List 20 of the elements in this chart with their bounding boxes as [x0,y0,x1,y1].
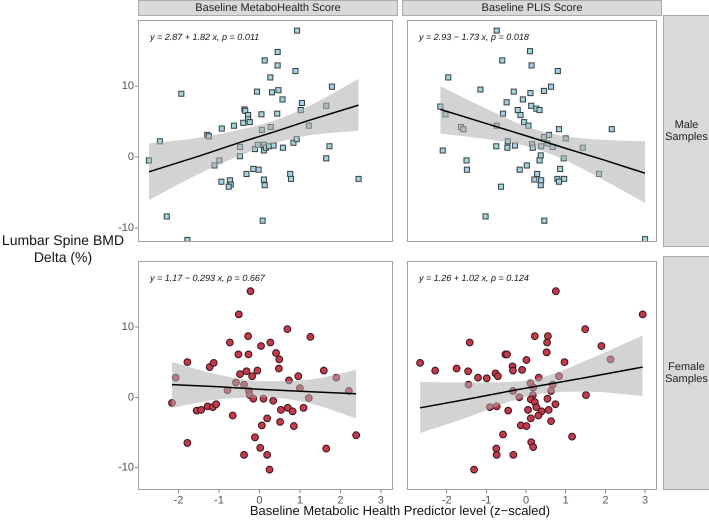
y-axis-title: Lumbar Spine BMD Delta (%) [0,232,126,266]
x-tick-label: -1 [214,494,224,507]
annotation: y = 2.87 + 1.82 x, p = 0.011 [149,32,260,42]
x-tick-label: 1 [562,494,569,507]
y-tick-label: -10 [118,462,134,474]
x-tick-label: -2 [174,494,184,507]
x-tick-label: 3 [642,494,648,507]
x-tick-label: 2 [602,494,608,507]
annotation: y = 1.26 + 1.02 x, p = 0.124 [418,273,529,283]
y-tick-label: 0 [128,150,134,163]
y-tick-label: 10 [122,321,134,334]
text: Male Samples [663,15,709,247]
y-tick-label: -10 [118,222,134,234]
annotation: y = 2.93 − 1.73 x, p = 0.018 [418,32,529,42]
text: Female Samples [663,256,709,490]
chart-title: Baseline MetaboHealth Score [138,0,398,16]
y-tick-label: 0 [128,391,134,404]
y-tick-label: 10 [122,80,134,92]
annotation: y = 1.17 − 0.293 x, p = 0.667 [149,273,266,283]
chart-title: Baseline PLIS Score [402,0,662,16]
